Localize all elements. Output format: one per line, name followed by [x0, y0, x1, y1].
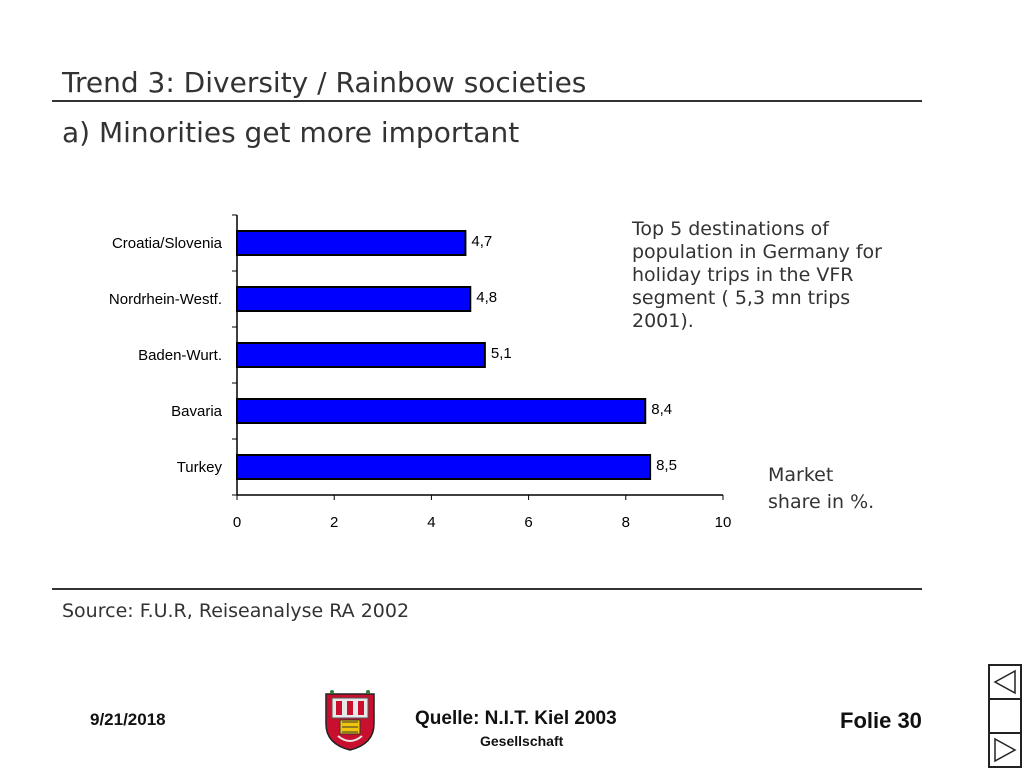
data-label: 5,1	[491, 345, 512, 362]
coat-of-arms-logo	[325, 690, 375, 751]
data-label: 4,7	[471, 233, 492, 250]
description-line: holiday trips in the VFR	[632, 264, 854, 286]
description-line: population in Germany for	[632, 241, 882, 263]
x-tick-label: 2	[330, 514, 338, 531]
bar	[236, 230, 467, 256]
nav-center-button[interactable]	[988, 698, 1022, 734]
footer-organization: Gesellschaft	[480, 733, 564, 749]
category-label: Nordrhein-Westf.	[109, 291, 222, 308]
unit-line: Market	[768, 464, 834, 486]
slide-title: Trend 3: Diversity / Rainbow societies	[62, 66, 587, 99]
category-label: Turkey	[177, 459, 223, 476]
data-label: 8,4	[651, 401, 672, 418]
category-label: Bavaria	[171, 403, 223, 420]
bar	[236, 398, 647, 424]
next-triangle-icon	[994, 737, 1017, 763]
x-tick-label: 6	[524, 514, 532, 531]
title-divider	[52, 100, 922, 102]
x-tick-label: 0	[233, 514, 241, 531]
bar	[236, 286, 472, 312]
description-line: 2001).	[632, 310, 694, 332]
category-label: Croatia/Slovenia	[112, 235, 223, 252]
unit-line: share in %.	[768, 491, 875, 513]
x-tick-label: 10	[715, 514, 732, 531]
x-tick-label: 4	[427, 514, 435, 531]
footer-date: 9/21/2018	[90, 710, 166, 729]
x-tick-label: 8	[622, 514, 630, 531]
bar	[236, 454, 652, 480]
description-line: segment ( 5,3 mn trips	[632, 287, 851, 309]
category-label: Baden-Wurt.	[138, 347, 222, 364]
footer-source: Quelle: N.I.T. Kiel 2003	[415, 708, 617, 729]
unit-note: Market share in %.	[768, 462, 874, 516]
prev-triangle-icon	[993, 669, 1016, 695]
data-label: 8,5	[656, 457, 677, 474]
previous-slide-button[interactable]	[988, 664, 1022, 700]
chart-description: Top 5 destinations of population in Germ…	[632, 218, 932, 333]
bar	[236, 342, 486, 368]
description-line: Top 5 destinations of	[632, 218, 829, 240]
slide-subtitle: a) Minorities get more important	[62, 116, 520, 149]
source-note: Source: F.U.R, Reiseanalyse RA 2002	[62, 600, 410, 622]
data-label: 4,8	[476, 289, 497, 306]
slide-number: Folie 30	[840, 708, 922, 733]
source-divider	[52, 588, 922, 590]
next-slide-button[interactable]	[988, 732, 1022, 768]
